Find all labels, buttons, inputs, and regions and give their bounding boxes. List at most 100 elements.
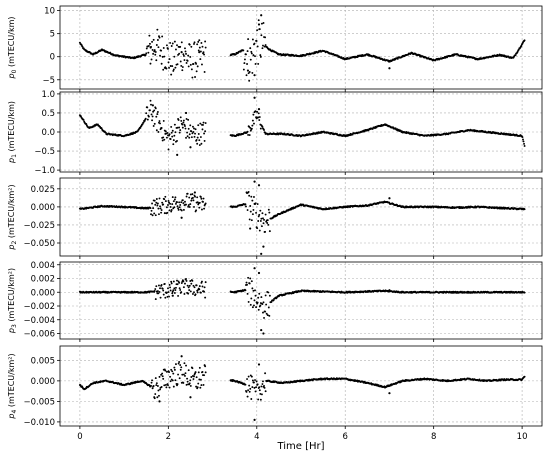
data-point — [188, 136, 191, 139]
data-point — [198, 139, 201, 142]
data-point — [178, 361, 181, 363]
data-point — [171, 370, 174, 373]
data-point — [201, 280, 203, 283]
data-point — [265, 312, 268, 315]
data-point — [255, 386, 258, 389]
data-point — [195, 376, 198, 379]
data-point — [200, 142, 203, 145]
data-point — [184, 125, 186, 127]
data-point — [161, 55, 164, 58]
data-point — [187, 118, 190, 121]
data-point — [257, 108, 261, 111]
data-point — [258, 28, 261, 31]
data-point — [204, 296, 207, 299]
data-point — [159, 205, 161, 208]
data-point — [260, 393, 263, 396]
data-point — [247, 276, 250, 279]
data-point — [388, 392, 391, 395]
y-tick-label: 1.0 — [41, 90, 55, 100]
data-point — [187, 369, 190, 372]
data-point — [264, 213, 267, 216]
data-point — [168, 66, 170, 69]
data-point — [150, 209, 153, 212]
data-point — [252, 208, 255, 211]
data-point — [249, 126, 252, 129]
data-point — [388, 197, 391, 200]
data-point — [253, 42, 256, 45]
data-point — [160, 49, 163, 52]
data-point — [204, 46, 207, 49]
data-point — [182, 286, 185, 289]
data-point — [170, 280, 173, 283]
data-point — [248, 134, 251, 137]
data-point — [159, 207, 162, 210]
data-point — [258, 229, 261, 232]
data-point — [250, 219, 253, 222]
data-point — [242, 68, 245, 71]
data-point — [249, 210, 252, 213]
data-point — [182, 119, 185, 122]
data-point — [249, 58, 252, 61]
data-point — [148, 109, 151, 112]
data-point — [156, 290, 159, 292]
data-point — [174, 131, 177, 134]
data-point — [252, 54, 255, 57]
data-point — [258, 386, 261, 389]
data-point — [246, 50, 249, 53]
data-point — [162, 136, 165, 139]
data-point — [159, 54, 161, 57]
data-point — [251, 287, 254, 290]
panel-0: 10 5 0 −5 p0 (mTECU/km) — [7, 5, 543, 92]
data-point — [185, 278, 187, 280]
data-point — [184, 111, 188, 115]
data-point — [158, 284, 160, 287]
data-point — [196, 291, 199, 294]
data-point — [177, 294, 180, 297]
panel-4-series — [78, 355, 526, 421]
data-point — [259, 54, 262, 57]
data-point — [191, 132, 194, 135]
data-point — [178, 206, 181, 209]
data-point — [162, 203, 165, 206]
data-point — [190, 136, 193, 139]
data-point — [263, 384, 265, 387]
data-point — [203, 71, 206, 73]
data-point — [165, 291, 168, 294]
data-point — [204, 365, 207, 368]
data-point — [182, 53, 185, 56]
data-point — [183, 362, 186, 365]
data-point — [155, 44, 158, 46]
data-point — [262, 217, 264, 220]
data-point — [194, 195, 196, 198]
data-point — [268, 230, 271, 233]
data-point — [171, 379, 174, 382]
data-point — [256, 29, 259, 32]
panel-3-grid — [60, 262, 542, 339]
data-point — [262, 44, 264, 47]
x-axis-label: Time [Hr] — [276, 441, 324, 451]
data-point — [187, 205, 190, 208]
data-point — [189, 55, 192, 58]
data-point — [256, 383, 259, 386]
data-point — [250, 52, 253, 55]
data-point — [250, 127, 253, 130]
y-tick-label: −0.002 — [24, 302, 55, 312]
data-point — [174, 66, 177, 69]
x-tick-label: 6 — [343, 432, 348, 442]
data-point — [267, 306, 270, 309]
data-point — [247, 190, 250, 193]
data-point — [169, 65, 172, 67]
data-point — [150, 113, 153, 116]
y-tick-label: 0.004 — [31, 261, 55, 271]
x-tick-label: 4 — [254, 432, 259, 442]
data-point — [261, 383, 264, 386]
data-point — [200, 384, 203, 387]
data-point — [264, 44, 267, 46]
data-point — [186, 192, 189, 195]
data-point — [187, 204, 190, 207]
data-point — [257, 23, 261, 26]
data-point — [189, 193, 192, 196]
data-point — [176, 383, 179, 386]
data-point — [169, 286, 172, 289]
data-point — [188, 284, 191, 287]
